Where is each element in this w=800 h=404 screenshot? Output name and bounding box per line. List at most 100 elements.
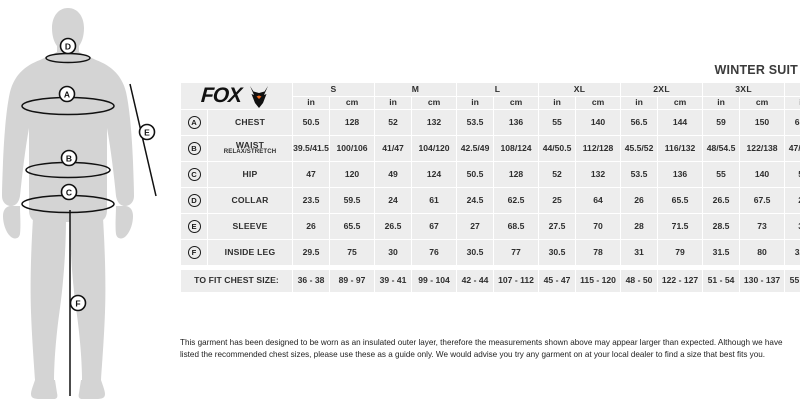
to-fit-chest-row: TO FIT CHEST SIZE: 36 - 38 89 - 97 39 - 41 9… xyxy=(181,270,800,292)
row-label-text: SLEEVE xyxy=(232,220,268,231)
cell-to-fit-chest-3: 99 - 104 xyxy=(412,270,457,292)
table-spacer xyxy=(181,266,800,269)
cell-collar-12: 28 xyxy=(785,188,800,213)
cell-collar-8: 26 xyxy=(621,188,658,213)
cell-waist-12: 47/53.5 xyxy=(785,136,800,161)
cell-waist-8: 45.5/52 xyxy=(621,136,658,161)
size-header-l: L xyxy=(457,83,539,96)
table-row: A CHEST 50.5 128 52 132 53.5 136 55 140 56.5 144 59 1… xyxy=(181,110,800,135)
letter-badge: E xyxy=(187,220,201,233)
cell-chest-8: 56.5 xyxy=(621,110,658,135)
row-label-text: INSIDE LEG xyxy=(224,246,276,257)
unit-header-in-3xl: in xyxy=(703,96,740,109)
unit-header-in-xl: in xyxy=(539,96,576,109)
cell-chest-10: 59 xyxy=(703,110,740,135)
cell-hip-3: 124 xyxy=(412,162,457,187)
cell-sleeve-8: 28 xyxy=(621,214,658,239)
size-header-row: FOX S M L XL 2XL 3XL 4XL xyxy=(181,83,800,109)
unit-header-in-4xl: in xyxy=(785,96,800,109)
cell-sleeve-5: 68.5 xyxy=(494,214,539,239)
unit-header-cm-m: cm xyxy=(412,96,457,109)
row-letter-f: F xyxy=(181,240,207,265)
cell-sleeve-10: 28.5 xyxy=(703,214,740,239)
cell-sleeve-7: 70 xyxy=(576,214,621,239)
cell-to-fit-chest-2: 39 - 41 xyxy=(375,270,412,292)
spacer-cell xyxy=(181,266,800,269)
cell-sleeve-3: 67 xyxy=(412,214,457,239)
cell-to-fit-chest-7: 115 - 120 xyxy=(576,270,621,292)
unit-header-in-m: in xyxy=(375,96,412,109)
row-label-hip: HIP xyxy=(208,162,293,187)
cell-hip-0: 47 xyxy=(293,162,330,187)
cell-collar-1: 59.5 xyxy=(330,188,375,213)
cell-collar-3: 61 xyxy=(412,188,457,213)
page-title: WINTER SUIT xyxy=(714,63,798,77)
cell-inside-leg-5: 77 xyxy=(494,240,539,265)
row-label-sleeve: SLEEVE xyxy=(208,214,293,239)
unit-header-in-l: in xyxy=(457,96,494,109)
cell-hip-6: 52 xyxy=(539,162,576,187)
cell-collar-7: 64 xyxy=(576,188,621,213)
cell-collar-5: 62.5 xyxy=(494,188,539,213)
cell-chest-5: 136 xyxy=(494,110,539,135)
table-row: CHIP471204912450.51285213253.51365514055… xyxy=(181,162,800,187)
sleeve-line xyxy=(129,83,157,197)
cell-waist-9: 116/132 xyxy=(658,136,703,161)
cell-collar-2: 24 xyxy=(375,188,412,213)
cell-inside-leg-8: 31 xyxy=(621,240,658,265)
cell-sleeve-11: 73 xyxy=(740,214,785,239)
size-header-xl: XL xyxy=(539,83,621,96)
cell-chest-9: 144 xyxy=(658,110,703,135)
size-header-s: S xyxy=(293,83,375,96)
cell-waist-0: 39.5/41.5 xyxy=(293,136,330,161)
cell-to-fit-chest-5: 107 - 112 xyxy=(494,270,539,292)
cell-inside-leg-7: 78 xyxy=(576,240,621,265)
cell-hip-8: 53.5 xyxy=(621,162,658,187)
unit-header-in-s: in xyxy=(293,96,330,109)
letter-badge: A xyxy=(187,116,201,129)
cell-inside-leg-0: 29.5 xyxy=(293,240,330,265)
row-label-waist: WAIST RELAX/STRETCH xyxy=(208,136,293,161)
unit-header-cm-3xl: cm xyxy=(740,96,785,109)
cell-sleeve-9: 71.5 xyxy=(658,214,703,239)
cell-to-fit-chest-12: 55 - 60 xyxy=(785,270,800,292)
cell-to-fit-chest-0: 36 - 38 xyxy=(293,270,330,292)
row-label-text: WAIST xyxy=(235,140,265,151)
cell-sleeve-4: 27 xyxy=(457,214,494,239)
cell-chest-4: 53.5 xyxy=(457,110,494,135)
svg-text:F: F xyxy=(75,298,80,308)
cell-hip-7: 132 xyxy=(576,162,621,187)
letter-badge: D xyxy=(187,194,201,207)
cell-waist-1: 100/106 xyxy=(330,136,375,161)
cell-collar-6: 25 xyxy=(539,188,576,213)
row-label-inside-leg: INSIDE LEG xyxy=(208,240,293,265)
cell-sleeve-0: 26 xyxy=(293,214,330,239)
cell-chest-6: 55 xyxy=(539,110,576,135)
fox-logo-cell: FOX xyxy=(181,83,293,109)
cell-to-fit-chest-11: 130 - 137 xyxy=(740,270,785,292)
fox-head-icon xyxy=(250,86,269,108)
cell-to-fit-chest-1: 89 - 97 xyxy=(330,270,375,292)
cell-sleeve-12: 30 xyxy=(785,214,800,239)
cell-inside-leg-6: 30.5 xyxy=(539,240,576,265)
cell-sleeve-6: 27.5 xyxy=(539,214,576,239)
unit-header-cm-xl: cm xyxy=(576,96,621,109)
cell-collar-0: 23.5 xyxy=(293,188,330,213)
figure-marker-A: A xyxy=(58,85,76,103)
cell-sleeve-1: 65.5 xyxy=(330,214,375,239)
unit-header-in-2xl: in xyxy=(621,96,658,109)
cell-waist-6: 44/50.5 xyxy=(539,136,576,161)
figure-marker-D: D xyxy=(59,37,77,55)
figure-marker-C: C xyxy=(60,183,78,201)
row-label-text: COLLAR xyxy=(231,194,269,205)
cell-inside-leg-10: 31.5 xyxy=(703,240,740,265)
cell-waist-5: 108/124 xyxy=(494,136,539,161)
cell-to-fit-chest-10: 51 - 54 xyxy=(703,270,740,292)
cell-chest-11: 150 xyxy=(740,110,785,135)
row-letter-c: C xyxy=(181,162,207,187)
cell-chest-0: 50.5 xyxy=(293,110,330,135)
cell-waist-4: 42.5/49 xyxy=(457,136,494,161)
svg-text:C: C xyxy=(66,187,72,197)
letter-badge: B xyxy=(187,142,201,155)
